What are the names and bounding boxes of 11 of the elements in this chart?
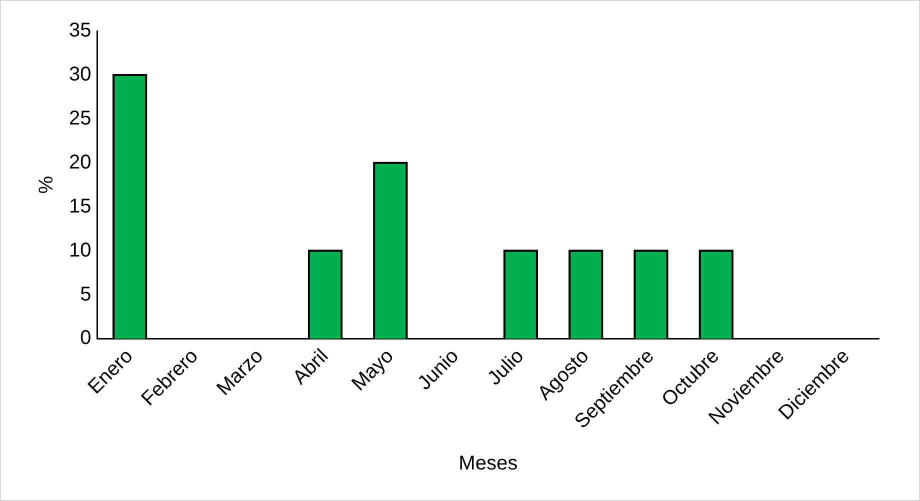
y-tick-label: 15 xyxy=(68,195,92,218)
y-tick-label: 35 xyxy=(68,20,92,42)
x-axis-title: Meses xyxy=(458,452,518,475)
y-tick-label: 10 xyxy=(68,239,92,262)
y-tick-label: 20 xyxy=(68,151,92,174)
y-tick-label: 25 xyxy=(68,107,92,130)
x-tick-label: Julio xyxy=(483,345,528,390)
y-tick-label: 30 xyxy=(68,63,92,86)
y-axis-title: % xyxy=(36,176,58,194)
y-tick-label: 5 xyxy=(80,283,92,306)
y-tick-label: 0 xyxy=(80,327,92,350)
